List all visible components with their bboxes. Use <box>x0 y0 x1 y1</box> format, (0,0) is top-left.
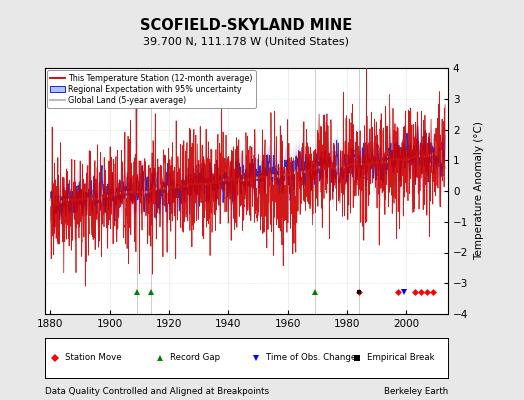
Text: Record Gap: Record Gap <box>170 354 220 362</box>
Text: Empirical Break: Empirical Break <box>367 354 435 362</box>
Text: Station Move: Station Move <box>65 354 122 362</box>
Text: Time of Obs. Change: Time of Obs. Change <box>266 354 357 362</box>
Y-axis label: Temperature Anomaly (°C): Temperature Anomaly (°C) <box>474 122 484 260</box>
Text: SCOFIELD-SKYLAND MINE: SCOFIELD-SKYLAND MINE <box>140 18 353 34</box>
Text: Berkeley Earth: Berkeley Earth <box>384 387 448 396</box>
Text: Data Quality Controlled and Aligned at Breakpoints: Data Quality Controlled and Aligned at B… <box>45 387 269 396</box>
Text: 39.700 N, 111.178 W (United States): 39.700 N, 111.178 W (United States) <box>143 37 350 47</box>
Legend: This Temperature Station (12-month average), Regional Expectation with 95% uncer: This Temperature Station (12-month avera… <box>47 70 256 108</box>
